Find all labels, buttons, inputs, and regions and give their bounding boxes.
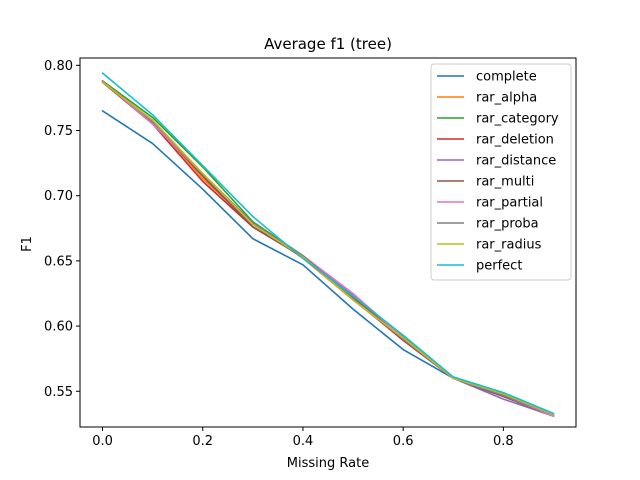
legend-label-rar_category: rar_category xyxy=(476,112,559,127)
legend-label-rar_partial: rar_partial xyxy=(476,196,543,211)
legend-label-rar_multi: rar_multi xyxy=(476,175,534,190)
y-tick-label: 0.70 xyxy=(44,189,73,204)
axes-frame xyxy=(79,57,577,428)
legend-label-complete: complete xyxy=(476,70,537,85)
legend-label-rar_alpha: rar_alpha xyxy=(476,91,537,106)
legend: complete rar_alpha rar_category rar_deletio… xyxy=(430,63,572,281)
series-line-rar_radius xyxy=(101,81,555,416)
x-tick-label: 0.6 xyxy=(393,434,414,449)
y-tick-label: 0.60 xyxy=(44,320,73,335)
legend-label-rar_radius: rar_radius xyxy=(476,238,542,253)
series-line-perfect xyxy=(101,72,555,415)
x-tick-label: 0.4 xyxy=(293,434,314,449)
y-tick-label: 0.75 xyxy=(44,124,73,139)
legend-label-rar_deletion: rar_deletion xyxy=(476,133,554,148)
y-tick-label: 0.55 xyxy=(44,385,73,400)
legend-label-rar_proba: rar_proba xyxy=(476,217,539,232)
x-tick-label: 0.8 xyxy=(493,434,514,449)
legend-label-perfect: perfect xyxy=(476,259,522,274)
x-tick-label: 0.2 xyxy=(192,434,213,449)
legend-box xyxy=(430,63,572,281)
legend-label-rar_distance: rar_distance xyxy=(476,154,556,169)
plot-area: 0.0 0.2 0.4 0.6 0.8 0.55 0.60 0.65 0.70 0.75 0.80 xyxy=(44,57,577,449)
y-tick-label: 0.65 xyxy=(44,254,73,269)
x-tick-label: 0.0 xyxy=(92,434,113,449)
chart-title: Average f1 (tree) xyxy=(264,35,392,53)
y-axis-label: F1 xyxy=(20,236,35,252)
x-axis-label: Missing Rate xyxy=(287,456,369,471)
y-tick-label: 0.80 xyxy=(44,59,73,74)
